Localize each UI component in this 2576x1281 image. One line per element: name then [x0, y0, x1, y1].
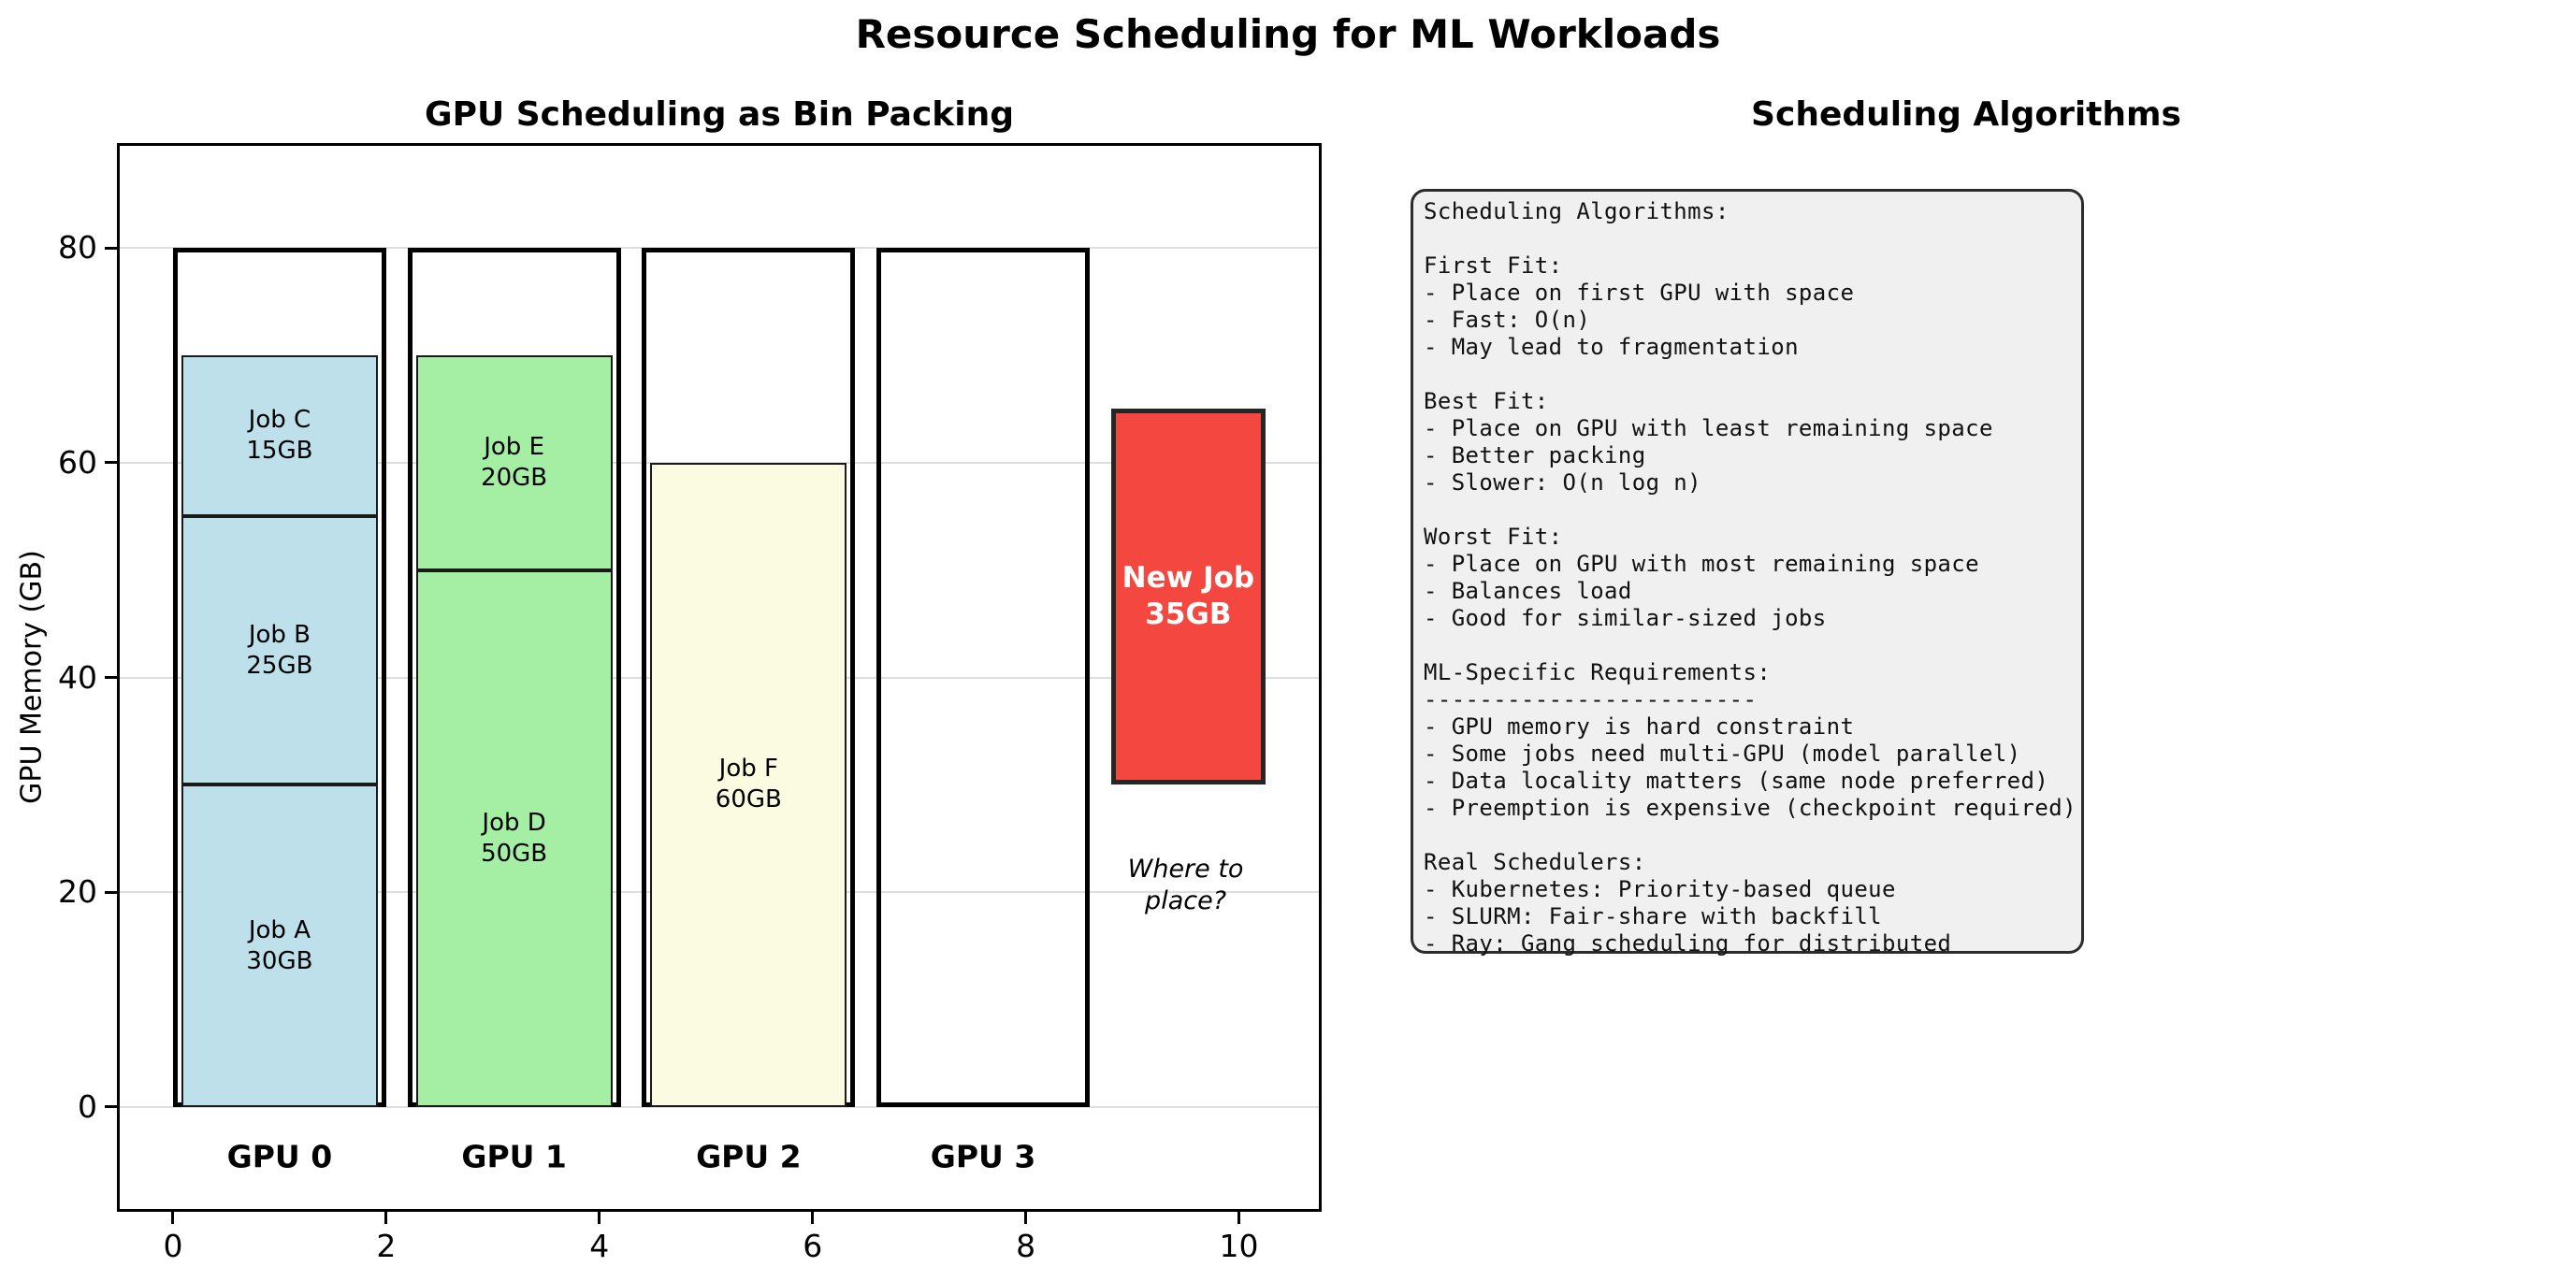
x-tick-label-6: 6 — [803, 1228, 823, 1264]
new-job-block: New Job 35GB — [1110, 409, 1266, 785]
scheduling-info-box: Scheduling Algorithms: First Fit: - Plac… — [1411, 189, 2084, 957]
right-panel-title: Scheduling Algorithms — [1751, 95, 2181, 134]
scheduling-info-text: Scheduling Algorithms: First Fit: - Plac… — [1424, 198, 2077, 957]
job-label: Job D 50GB — [481, 808, 548, 868]
x-tick-label-2: 2 — [376, 1228, 397, 1264]
job-label: Job C 15GB — [246, 406, 313, 466]
y-tick-0 — [105, 1105, 117, 1109]
job-label: Job E 20GB — [481, 432, 548, 492]
y-tick-label-40: 40 — [58, 658, 97, 696]
y-tick-label-0: 0 — [78, 1087, 97, 1125]
new-job-label: New Job 35GB — [1122, 561, 1255, 632]
gpu-bin-axis-label: GPU 1 — [461, 1138, 567, 1175]
gpu-bin-axis-label: GPU 0 — [226, 1138, 333, 1175]
x-tick-10 — [1237, 1212, 1241, 1224]
gpu-bin-gpu-3 — [876, 248, 1090, 1107]
y-tick-label-20: 20 — [58, 873, 97, 911]
job-block-job-c: Job C 15GB — [181, 354, 378, 517]
x-tick-6 — [811, 1212, 815, 1224]
job-block-job-b: Job B 25GB — [181, 516, 378, 785]
y-tick-20 — [105, 890, 117, 894]
figure-title: Resource Scheduling for ML Workloads — [855, 11, 1721, 57]
job-block-job-a: Job A 30GB — [181, 784, 378, 1107]
gridline-y-0 — [120, 1105, 1319, 1108]
gpu-bin-axis-label: GPU 3 — [930, 1138, 1036, 1175]
x-tick-2 — [384, 1212, 388, 1224]
placement-question: Where to place? — [1127, 855, 1244, 916]
y-tick-label-80: 80 — [58, 229, 97, 266]
x-tick-label-8: 8 — [1016, 1228, 1036, 1264]
y-tick-80 — [105, 246, 117, 250]
x-tick-label-10: 10 — [1219, 1228, 1259, 1264]
x-tick-4 — [598, 1212, 601, 1224]
y-tick-40 — [105, 676, 117, 679]
job-label: Job A 30GB — [246, 915, 313, 975]
x-tick-label-4: 4 — [589, 1228, 610, 1264]
y-tick-60 — [105, 461, 117, 465]
bin-packing-plot: Job A 30GB Job B 25GB Job C 15GB GPU 0 Job D… — [117, 143, 1322, 1212]
x-tick-8 — [1024, 1212, 1028, 1224]
y-tick-label-60: 60 — [58, 443, 97, 481]
x-tick-0 — [171, 1212, 175, 1224]
left-chart-title: GPU Scheduling as Bin Packing — [425, 95, 1014, 134]
job-block-job-d: Job D 50GB — [415, 569, 613, 1107]
job-label: Job B 25GB — [246, 620, 313, 680]
gpu-bin-axis-label: GPU 2 — [696, 1138, 802, 1175]
x-tick-label-0: 0 — [163, 1228, 183, 1264]
job-label: Job F 60GB — [715, 755, 782, 814]
job-block-job-f: Job F 60GB — [650, 462, 847, 1107]
job-block-job-e: Job E 20GB — [415, 354, 613, 570]
